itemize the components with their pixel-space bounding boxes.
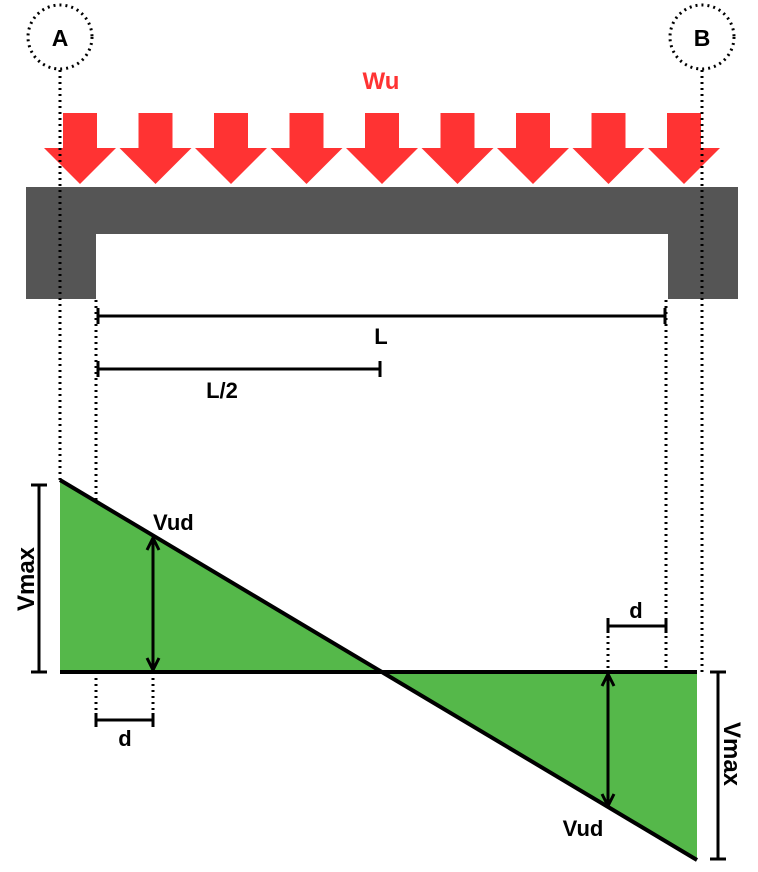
- load-label: Wu: [363, 68, 400, 95]
- d-left-label: d: [118, 726, 131, 751]
- vmax-left-dimension: [31, 483, 47, 674]
- vmax-left-label: Vmax: [13, 546, 40, 611]
- vud-left-label: Vud: [153, 510, 194, 535]
- load-arrow: [346, 113, 418, 184]
- vud-right-label: Vud: [563, 816, 604, 841]
- load-arrow: [119, 113, 192, 184]
- half-span-dimension: [96, 361, 382, 377]
- half-span-label: L/2: [206, 378, 238, 403]
- load-arrow: [648, 113, 720, 184]
- load-arrow: [44, 113, 116, 184]
- span-dimension: [96, 308, 667, 324]
- d-right-label: d: [629, 598, 642, 623]
- support-a-circle: [26, 3, 94, 71]
- distributed-load-arrows: [44, 113, 720, 184]
- load-arrow: [270, 113, 343, 184]
- support-b-circle: [668, 3, 736, 71]
- beam: [26, 187, 738, 299]
- load-arrow: [497, 113, 569, 184]
- load-arrow: [572, 113, 645, 184]
- load-arrow: [421, 113, 494, 184]
- vmax-right-dimension: [710, 670, 726, 861]
- vmax-right-label: Vmax: [718, 722, 745, 787]
- support-a-label: A: [52, 25, 69, 51]
- shear-sloped-line: [58, 478, 699, 862]
- span-label: L: [374, 324, 387, 349]
- load-arrow: [195, 113, 267, 184]
- support-b-label: B: [694, 25, 711, 51]
- d-right-dimension: [606, 619, 668, 633]
- d-left-dimension: [94, 713, 155, 727]
